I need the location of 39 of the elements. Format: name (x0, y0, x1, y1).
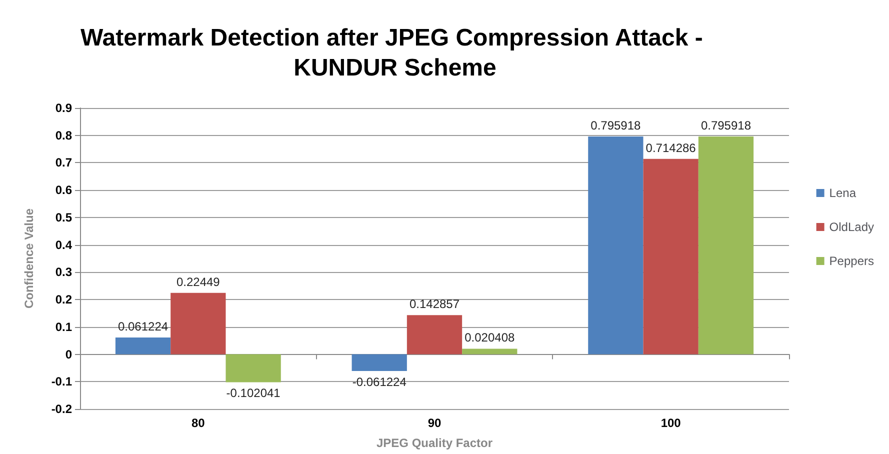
bar (170, 292, 226, 354)
legend-label: Peppers (829, 254, 874, 268)
bar (643, 158, 698, 354)
y-tick-label: 0.5 (55, 210, 72, 224)
data-label: 0.061224 (118, 320, 168, 334)
x-axis-title: JPEG Quality Factor (376, 436, 493, 450)
data-label: 0.795918 (590, 118, 642, 132)
data-label: -0.061224 (352, 375, 407, 390)
y-tick-label: -0.2 (51, 402, 72, 416)
data-label: 0.22449 (176, 274, 220, 289)
y-tick-label: 0.9 (55, 101, 72, 115)
data-label: 0.020408 (464, 330, 515, 345)
y-tick-label: 0.1 (55, 320, 72, 334)
bar (462, 348, 518, 354)
y-tick-label: -0.1 (51, 374, 72, 389)
y-tick-label: 0.6 (55, 183, 72, 198)
chart-title: Watermark Detection after JPEG Compression Attack - KUNDUR Scheme (80, 24, 710, 82)
y-tick-label: 0.4 (55, 238, 72, 252)
bar (226, 354, 281, 382)
y-axis-title: Confidence Value (22, 208, 36, 309)
y-tick-label: 0.8 (55, 128, 72, 142)
bar (115, 338, 171, 354)
x-tick-label: 100 (660, 416, 682, 430)
y-tick-label: 0.7 (55, 156, 72, 170)
x-tick-label: 80 (191, 416, 206, 430)
data-label: -0.102041 (226, 386, 281, 400)
data-label: 0.142857 (409, 297, 460, 312)
y-tick-label: 0.3 (55, 265, 72, 280)
y-tick-label: 0 (65, 347, 72, 362)
x-tick-label: 90 (428, 416, 442, 430)
bar (352, 354, 407, 372)
bar (698, 136, 754, 354)
data-label: 0.795918 (700, 118, 752, 132)
bar (406, 315, 462, 354)
legend-label: OldLady (829, 220, 874, 234)
legend-label: Lena (829, 186, 856, 200)
y-tick-label: 0.2 (55, 292, 72, 307)
data-label: 0.714286 (646, 140, 696, 155)
bar (588, 136, 644, 354)
